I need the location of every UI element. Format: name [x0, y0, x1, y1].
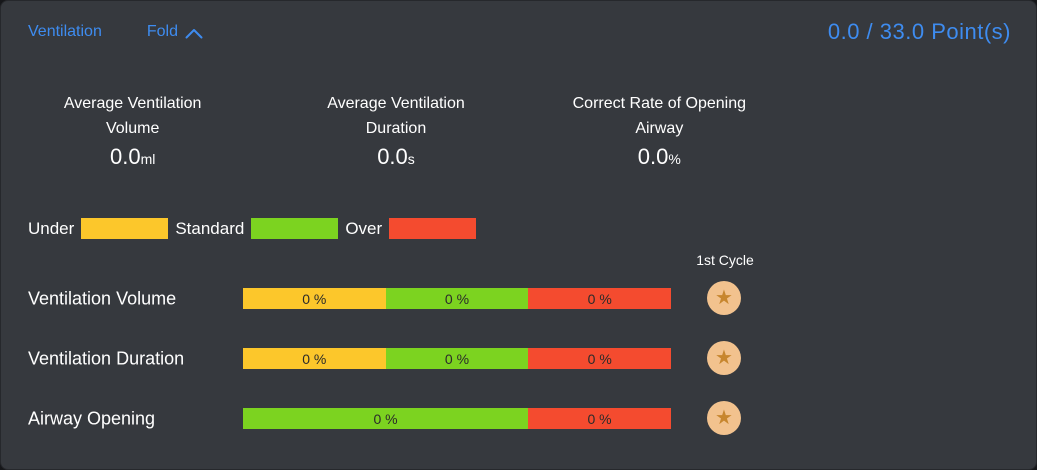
- star-badge: ★: [707, 281, 741, 315]
- bar-segment-standard: 0 %: [243, 408, 529, 429]
- stacked-bar: 0 % 0 % 0 %: [243, 288, 671, 309]
- legend-swatch-over: [389, 218, 477, 239]
- legend-label-standard: Standard: [175, 218, 245, 238]
- stat-value: 0.0%: [637, 144, 681, 169]
- bar-row-airway-opening: Airway Opening 0 % 0 % ★: [1, 401, 1036, 435]
- bar-row-ventilation-volume: Ventilation Volume 0 % 0 % 0 % ★: [1, 281, 1036, 315]
- star-icon: ★: [715, 346, 733, 369]
- stat-average-ventilation-volume: Average Ventilation Volume 0.0ml: [1, 91, 264, 170]
- stat-unit: s: [407, 151, 415, 167]
- stat-average-ventilation-duration: Average Ventilation Duration 0.0s: [264, 91, 527, 170]
- legend-swatch-standard: [251, 218, 339, 239]
- bar-segment-value: 0 %: [302, 350, 327, 367]
- stat-label-line2: Airway: [635, 120, 684, 137]
- bar-segment-value: 0 %: [444, 290, 470, 307]
- bar-segment-under: 0 %: [243, 348, 386, 369]
- bar-segment-value: 0 %: [587, 410, 612, 427]
- bar-segment-over: 0 %: [528, 348, 671, 369]
- stat-value: 0.0ml: [109, 144, 156, 169]
- star-badge: ★: [707, 401, 741, 435]
- bar-segment-under: 0 %: [243, 288, 386, 309]
- bar-segment-value: 0 %: [444, 350, 470, 367]
- bar-legend: Under Standard Over: [28, 218, 483, 239]
- bar-segment-value: 0 %: [587, 290, 612, 307]
- legend-label-over: Over: [345, 218, 383, 238]
- stat-unit: %: [668, 151, 681, 167]
- star-icon: ★: [715, 406, 733, 429]
- panel-header: Ventilation Fold 0.0 / 33.0 Point(s): [28, 17, 1011, 47]
- star-icon: ★: [715, 286, 733, 309]
- bar-segment-value: 0 %: [373, 410, 398, 427]
- row-label: Ventilation Duration: [28, 348, 185, 368]
- bar-row-ventilation-duration: Ventilation Duration 0 % 0 % 0 % ★: [1, 341, 1036, 375]
- stat-label-line1: Average Ventilation: [327, 95, 465, 112]
- row-label: Ventilation Volume: [28, 288, 177, 308]
- cycle-header-label: 1st Cycle: [696, 252, 754, 268]
- bar-segment-standard: 0 %: [385, 288, 529, 309]
- row-label: Airway Opening: [28, 408, 156, 428]
- stacked-bar: 0 % 0 %: [243, 408, 671, 429]
- fold-button-label: Fold: [146, 23, 178, 40]
- legend-label-under: Under: [28, 218, 75, 238]
- stat-label-line2: Duration: [365, 120, 427, 137]
- chevron-up-icon: [185, 28, 203, 38]
- stat-label-line2: Volume: [105, 120, 160, 137]
- panel-title: Ventilation: [28, 23, 102, 40]
- bar-segment-value: 0 %: [587, 350, 612, 367]
- stat-label-line1: Correct Rate of Opening: [572, 95, 747, 112]
- stat-label-line1: Average Ventilation: [63, 95, 202, 112]
- legend-swatch-under: [81, 218, 169, 239]
- score-display: 0.0 / 33.0 Point(s): [827, 19, 1011, 44]
- star-badge: ★: [707, 341, 741, 375]
- bar-segment-value: 0 %: [302, 290, 327, 307]
- stat-correct-rate-opening-airway: Correct Rate of Opening Airway 0.0%: [528, 91, 791, 170]
- bar-segment-over: 0 %: [528, 288, 671, 309]
- fold-button[interactable]: Fold: [147, 23, 203, 41]
- stat-value: 0.0s: [377, 144, 415, 169]
- bar-segment-standard: 0 %: [385, 348, 529, 369]
- bar-segment-over: 0 %: [528, 408, 671, 429]
- stat-unit: ml: [140, 151, 156, 167]
- stacked-bar: 0 % 0 % 0 %: [243, 348, 671, 369]
- summary-stats: Average Ventilation Volume 0.0ml Average…: [1, 91, 791, 170]
